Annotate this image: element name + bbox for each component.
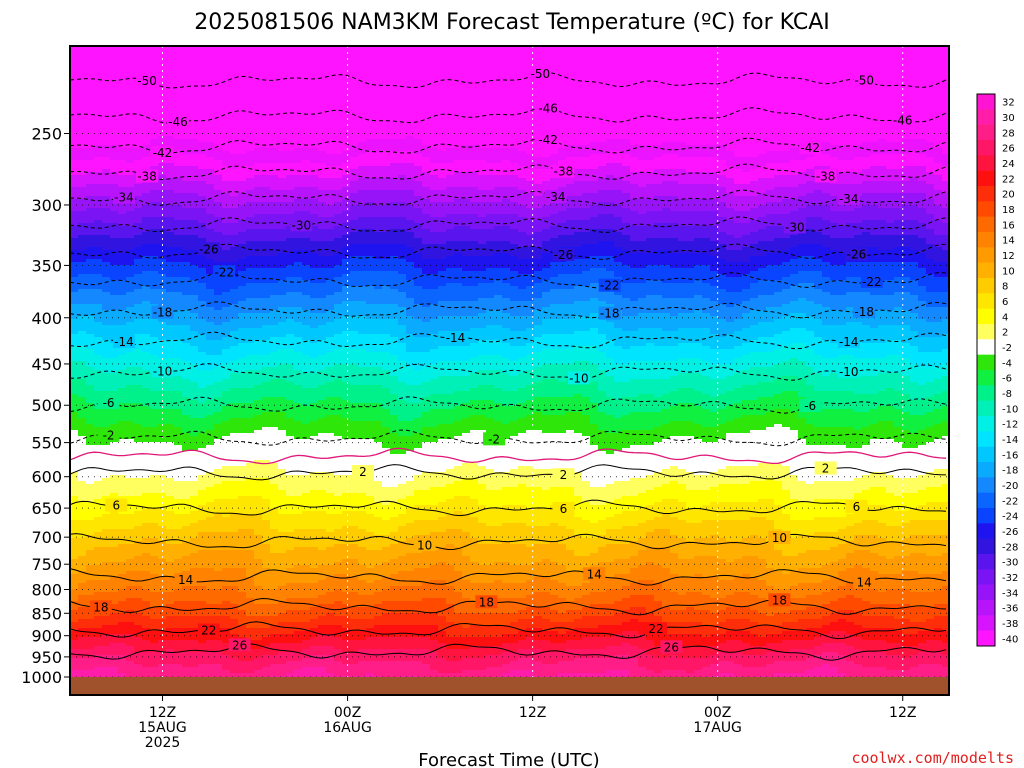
chart-title: 2025081506 NAM3KM Forecast Temperature (… <box>194 10 830 35</box>
plot-area: -50-50 -50-46-46-46-42-42-42-38 -38 -38-34-… <box>20 46 950 695</box>
